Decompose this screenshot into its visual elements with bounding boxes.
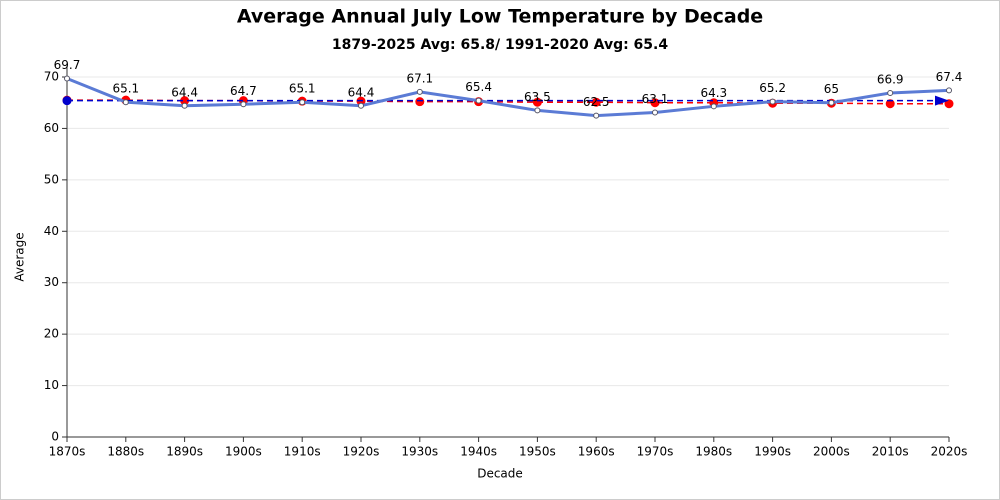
- data-point: [828, 99, 835, 106]
- y-tick-label: 20: [44, 327, 59, 341]
- data-label: 64.4: [171, 85, 198, 99]
- x-tick-label: 1980s: [695, 445, 732, 459]
- data-point: [299, 99, 306, 106]
- data-point: [652, 109, 658, 116]
- y-tick-label: 30: [44, 275, 59, 289]
- data-label: 65.4: [465, 80, 492, 94]
- reference-start: [62, 96, 72, 106]
- data-point: [475, 97, 482, 104]
- y-tick-label: 40: [44, 224, 59, 238]
- data-label: 65.2: [759, 81, 786, 95]
- x-tick-label: 1990s: [754, 445, 791, 459]
- data-label: 63.1: [642, 92, 669, 106]
- x-tick-label: 1900s: [225, 445, 262, 459]
- data-point: [946, 87, 952, 94]
- trend-point: [944, 99, 954, 109]
- data-point: [416, 88, 423, 95]
- data-label: 64.4: [348, 85, 375, 99]
- x-tick-label: 1870s: [49, 445, 86, 459]
- data-label: 69.7: [54, 58, 81, 72]
- data-point: [887, 89, 894, 96]
- data-label: 66.9: [877, 72, 904, 86]
- x-tick-label: 1960s: [578, 445, 615, 459]
- data-label: 62.5: [583, 95, 610, 109]
- y-tick-label: 60: [44, 121, 59, 135]
- reference-arrow: [935, 95, 949, 106]
- y-axis-label: Average: [13, 232, 27, 281]
- x-tick-label: 1930s: [401, 445, 438, 459]
- y-tick-label: 0: [51, 430, 59, 444]
- x-tick-label: 1890s: [166, 445, 203, 459]
- data-point: [593, 112, 600, 119]
- data-point: [64, 75, 70, 82]
- data-point: [769, 98, 776, 105]
- x-tick-label: 2010s: [872, 445, 909, 459]
- x-tick-label: 1950s: [519, 445, 556, 459]
- chart-title: Average Annual July Low Temperature by D…: [237, 6, 763, 28]
- x-tick-label: 1910s: [284, 445, 321, 459]
- x-tick-label: 1880s: [107, 445, 144, 459]
- data-label: 67.1: [406, 71, 433, 85]
- data-point: [710, 103, 717, 110]
- x-tick-label: 1970s: [637, 445, 674, 459]
- chart-subtitle: 1879-2025 Avg: 65.8/ 1991-2020 Avg: 65.4: [332, 37, 668, 53]
- data-line: [66, 77, 950, 118]
- data-label: 65.1: [289, 82, 316, 96]
- data-point: [240, 101, 247, 108]
- y-tick-label: 10: [44, 378, 59, 392]
- data-point: [358, 102, 364, 109]
- data-label: 64.3: [700, 86, 727, 100]
- y-tick-label: 70: [44, 70, 59, 84]
- trend-point: [415, 97, 425, 107]
- trend-point: [180, 96, 190, 106]
- data-label: 63.5: [524, 90, 551, 104]
- trend-point: [885, 99, 895, 109]
- data-label: 65: [824, 82, 839, 96]
- data-label: 65.1: [112, 82, 139, 96]
- data-point: [534, 107, 541, 114]
- data-point: [181, 102, 188, 109]
- data-label: 64.7: [230, 84, 257, 98]
- x-tick-label: 1940s: [460, 445, 497, 459]
- x-tick-label: 2020s: [931, 445, 968, 459]
- x-tick-label: 1920s: [343, 445, 380, 459]
- data-point: [122, 99, 129, 106]
- x-axis-label: Decade: [477, 467, 523, 481]
- y-tick-label: 50: [44, 172, 59, 186]
- data-label: 67.4: [936, 70, 963, 84]
- x-tick-label: 2000s: [813, 445, 850, 459]
